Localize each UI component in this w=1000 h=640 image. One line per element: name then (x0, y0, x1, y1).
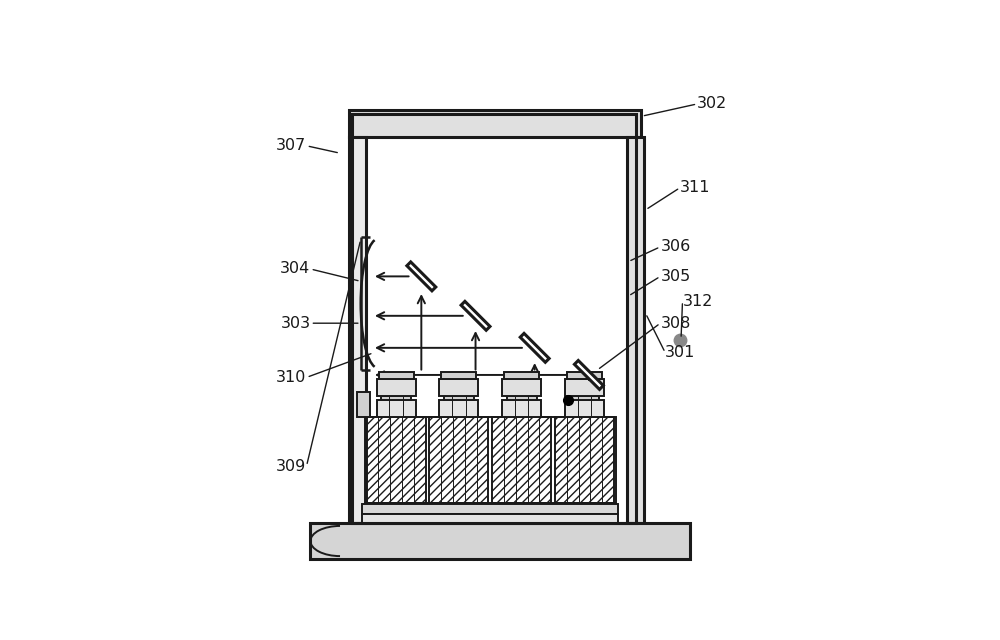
Bar (381, 396, 411, 400)
Bar (492, 417, 551, 503)
Bar (570, 396, 599, 400)
Bar (357, 392, 370, 417)
Text: 303: 303 (280, 316, 310, 331)
Bar (502, 379, 541, 396)
Text: 305: 305 (660, 269, 691, 284)
Bar (627, 137, 644, 523)
Bar (349, 137, 366, 523)
Bar (377, 379, 416, 396)
Bar (507, 396, 537, 400)
Bar (444, 396, 474, 400)
Text: 302: 302 (697, 97, 728, 111)
Text: 301: 301 (665, 345, 696, 360)
Bar (362, 515, 618, 524)
Bar (349, 110, 641, 137)
Text: 306: 306 (660, 239, 691, 254)
Text: 312: 312 (683, 294, 713, 308)
Bar (502, 400, 541, 417)
Polygon shape (461, 301, 490, 330)
Bar (367, 417, 426, 503)
Bar (352, 114, 636, 523)
Bar (429, 417, 488, 503)
Text: 311: 311 (680, 180, 711, 195)
Text: 304: 304 (280, 262, 310, 276)
Polygon shape (520, 333, 549, 362)
Text: 307: 307 (276, 138, 307, 154)
Polygon shape (574, 360, 603, 389)
Bar (362, 504, 618, 515)
Bar (565, 400, 604, 417)
Bar (555, 417, 614, 503)
Bar (504, 372, 539, 379)
Bar (365, 417, 616, 503)
Bar (567, 372, 602, 379)
Text: 309: 309 (276, 459, 307, 474)
Bar (366, 137, 627, 523)
Bar (565, 379, 604, 396)
Polygon shape (407, 262, 436, 291)
Bar (439, 400, 478, 417)
Bar (439, 379, 478, 396)
Text: 308: 308 (660, 316, 691, 331)
Bar (377, 400, 416, 417)
Bar (441, 372, 476, 379)
Bar (379, 372, 414, 379)
Bar (310, 524, 690, 559)
Text: 310: 310 (276, 370, 307, 385)
